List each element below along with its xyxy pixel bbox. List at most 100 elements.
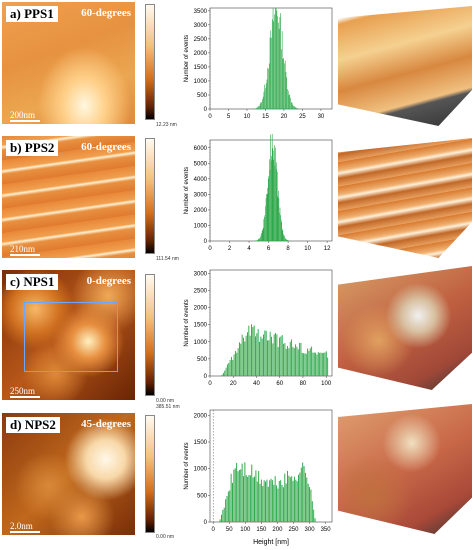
- histogram-bar: [279, 337, 281, 376]
- histogram-bar: [283, 343, 285, 376]
- histogram-bar: [249, 335, 251, 376]
- histogram-bar: [275, 7, 276, 109]
- histogram-bar: [245, 335, 247, 376]
- histogram-bar: [252, 327, 254, 376]
- histogram-bar: [259, 105, 260, 109]
- histogram-bar: [296, 481, 298, 522]
- histogram-bar: [325, 351, 327, 376]
- histogram-bar: [233, 469, 235, 522]
- histogram-bar: [258, 470, 260, 522]
- histogram-bar: [292, 346, 294, 376]
- histogram-bar: [306, 477, 308, 522]
- histogram-bar: [264, 330, 266, 376]
- y-tick-label: 6000: [194, 146, 208, 152]
- histogram-bar: [317, 352, 319, 376]
- histogram-bar: [268, 178, 269, 241]
- histogram-bar: [277, 196, 279, 241]
- histogram-bar: [276, 10, 278, 110]
- histogram-bar: [261, 102, 262, 109]
- histogram-bar: [228, 362, 230, 376]
- histogram-bar: [266, 479, 268, 522]
- histogram-bar: [309, 486, 311, 522]
- histogram-bar: [291, 476, 293, 522]
- histogram-bar: [283, 235, 285, 241]
- histogram-bar: [303, 353, 305, 376]
- y-tick-label: 500: [197, 93, 208, 99]
- histogram-bar: [261, 232, 262, 241]
- angle-label: 45-degrees: [81, 418, 131, 430]
- histogram-bar: [309, 348, 311, 376]
- x-tick-label: 50: [226, 527, 233, 533]
- histogram-bar: [296, 107, 297, 109]
- histogram-bar: [311, 346, 313, 376]
- colorbar-min: 111.54 nm: [156, 256, 179, 262]
- histogram-bar: [248, 325, 250, 376]
- afm-image-c: c) NPS1 0-degrees 250nm: [2, 270, 135, 400]
- histogram-bar: [226, 364, 228, 376]
- panel-label: b) PPS2: [6, 140, 59, 156]
- x-tick-label: 0: [208, 114, 212, 120]
- histogram-bar: [271, 37, 272, 109]
- histogram-bar: [285, 239, 287, 241]
- panel-label: c) NPS1: [6, 274, 59, 290]
- histogram-bar: [307, 348, 309, 376]
- histogram-bar: [289, 341, 291, 376]
- histogram-bar: [275, 333, 277, 376]
- histogram-bar: [271, 480, 273, 522]
- histogram-bar: [278, 29, 280, 110]
- histogram-bar: [283, 233, 284, 241]
- histogram-bar: [265, 206, 266, 241]
- histogram-bar: [251, 464, 253, 522]
- histogram-bar: [268, 175, 270, 241]
- surface-3d-b: [338, 138, 472, 258]
- histogram-bar: [295, 344, 297, 376]
- histogram-bar: [266, 193, 267, 241]
- histogram-bar: [244, 341, 246, 376]
- histogram-bar: [274, 145, 275, 241]
- histogram-bar: [256, 107, 258, 109]
- x-tick-label: 12: [324, 246, 331, 252]
- angle-label: 60-degrees: [81, 7, 131, 19]
- histogram-bar: [297, 349, 299, 376]
- y-tick-label: 500: [197, 357, 208, 363]
- x-tick-label: 60: [276, 381, 283, 387]
- x-tick-label: 8: [286, 246, 290, 252]
- histogram-bar: [279, 212, 280, 241]
- histogram-bar: [281, 49, 282, 109]
- y-tick-label: 3500: [194, 9, 208, 15]
- histogram-bar: [223, 507, 225, 522]
- histogram-bar: [287, 89, 288, 109]
- histogram-bar: [270, 160, 272, 241]
- histogram-bar: [247, 332, 248, 376]
- histogram-bar: [262, 485, 264, 522]
- colorbar-min: 0.00 nm 385.51 nm: [156, 398, 180, 410]
- x-tick-label: 20: [281, 114, 288, 120]
- histogram-bar: [275, 147, 276, 241]
- histogram-bar: [256, 481, 258, 522]
- histogram-bar: [219, 519, 221, 522]
- histogram-bar: [280, 13, 281, 109]
- histogram-bar: [280, 336, 282, 376]
- histogram-bar: [293, 105, 294, 109]
- x-tick-label: 300: [305, 527, 316, 533]
- histogram-bar: [277, 16, 278, 109]
- histogram-bar: [267, 187, 269, 241]
- y-tick-label: 1500: [194, 440, 208, 446]
- scale-label: 200nm: [10, 110, 40, 122]
- x-tick-label: 150: [256, 527, 267, 533]
- histogram-bar: [256, 240, 258, 241]
- x-tick-label: 250: [288, 527, 299, 533]
- x-tick-label: 200: [272, 527, 283, 533]
- histogram-bar: [324, 352, 326, 376]
- histogram-bar: [267, 67, 269, 109]
- histogram-bar: [305, 353, 307, 376]
- histogram-bar: [238, 469, 240, 522]
- histogram-bar: [259, 483, 261, 522]
- colorbar-c: [145, 274, 155, 396]
- histogram-bar: [262, 96, 264, 109]
- histogram-bar: [260, 479, 262, 522]
- histogram-bar: [293, 476, 295, 522]
- histogram-bar: [229, 490, 231, 522]
- histogram-bar: [229, 360, 231, 376]
- histogram-bar: [313, 352, 315, 376]
